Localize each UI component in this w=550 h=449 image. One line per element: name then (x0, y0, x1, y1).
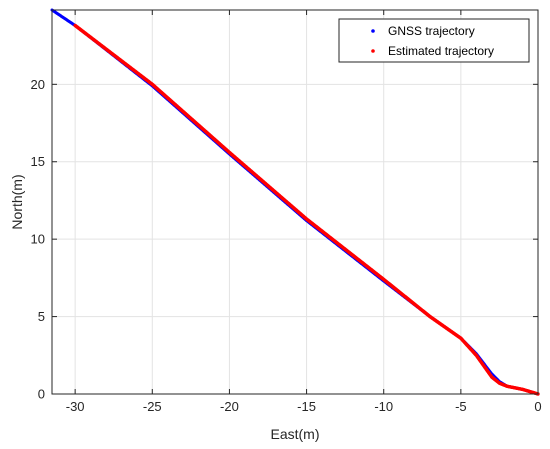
y-tick-label: 10 (31, 232, 45, 247)
ticks: -30 -25 -20 -15 -10 -5 0 0 5 10 15 20 (31, 10, 542, 414)
y-tick-label: 20 (31, 77, 45, 92)
legend-box (338, 18, 530, 63)
legend-marker-estimated (371, 49, 375, 53)
series-layer (50, 8, 540, 396)
x-tick-label: -20 (220, 399, 239, 414)
x-tick-label: -25 (143, 399, 162, 414)
plot-frame (51, 9, 539, 395)
legend-label-gnss: GNSS trajectory (388, 24, 475, 38)
series-gnss (50, 8, 540, 396)
x-tick-label: -5 (455, 399, 467, 414)
legend-label-estimated: Estimated trajectory (388, 44, 494, 58)
grid-lines (52, 10, 539, 395)
y-axis-label: North(m) (9, 174, 25, 229)
series-estimated (73, 23, 540, 396)
y-tick-label: 15 (31, 154, 45, 169)
y-tick-label: 0 (38, 387, 45, 402)
x-tick-label: -15 (297, 399, 316, 414)
x-tick-label: -30 (66, 399, 85, 414)
legend-marker-gnss (371, 29, 375, 33)
legend: GNSS trajectory Estimated trajectory (338, 18, 530, 63)
x-tick-label: 0 (534, 399, 541, 414)
x-axis-label: East(m) (271, 426, 320, 442)
x-tick-label: -10 (374, 399, 393, 414)
y-tick-label: 5 (38, 309, 45, 324)
